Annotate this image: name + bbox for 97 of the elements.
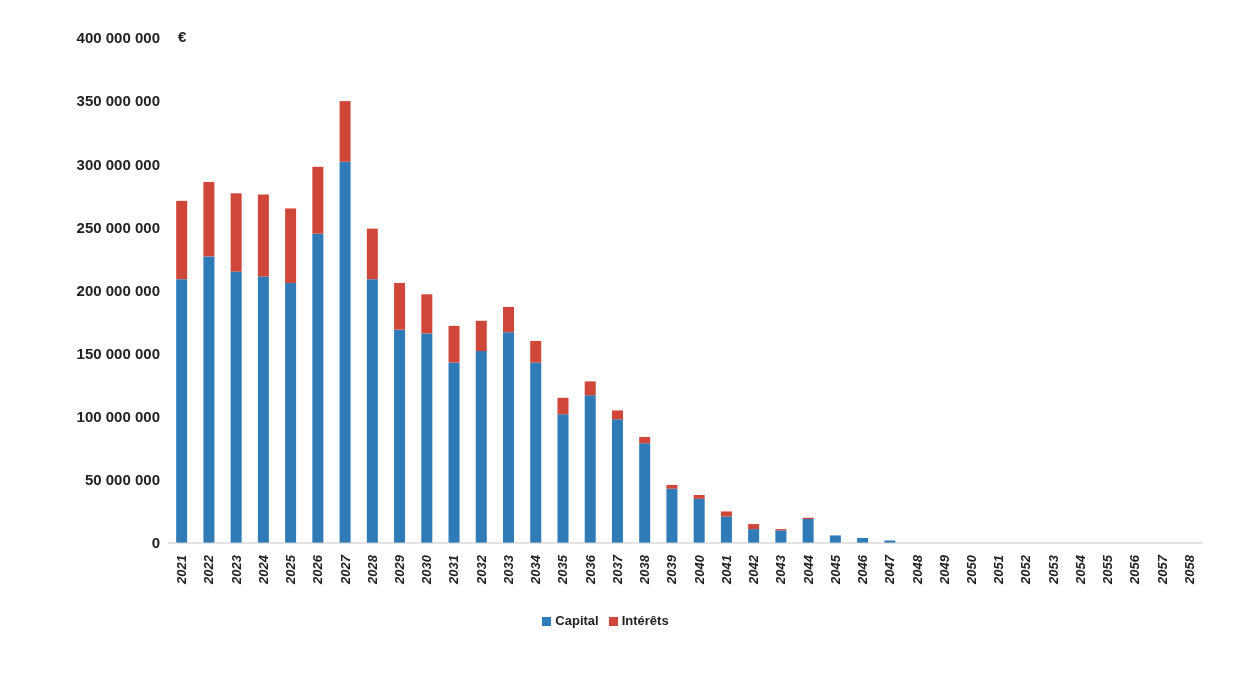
y-tick-label: 0 [151, 534, 160, 552]
bar [339, 161, 351, 543]
x-tick-label: 2040 [691, 554, 707, 585]
bar [475, 320, 487, 352]
x-tick-label: 2026 [310, 554, 326, 585]
bar [720, 511, 732, 517]
y-tick-label: 250 000 000 [76, 218, 160, 236]
x-tick-label: 2047 [882, 554, 898, 585]
bar [530, 362, 542, 543]
y-tick-label: 400 000 000 [76, 29, 160, 47]
y-tick-label: 100 000 000 [76, 408, 160, 426]
x-tick-label: 2030 [419, 554, 435, 585]
x-tick-label: 2055 [1100, 554, 1116, 585]
x-tick-label: 2033 [500, 554, 516, 585]
bar [448, 362, 460, 543]
bar [503, 332, 515, 543]
bar [203, 181, 215, 257]
bar [257, 276, 269, 543]
x-tick-label: 2037 [609, 554, 625, 585]
x-tick-label: 2052 [1018, 554, 1034, 585]
x-tick-label: 2034 [528, 554, 544, 585]
x-tick-label: 2042 [746, 554, 762, 585]
bar [775, 530, 787, 543]
bar [639, 443, 651, 543]
y-tick-label: 200 000 000 [76, 281, 160, 299]
x-tick-label: 2038 [637, 554, 653, 585]
bar [366, 228, 378, 280]
x-tick-label: 2031 [446, 555, 462, 585]
x-tick-label: 2048 [909, 554, 925, 585]
bar [176, 200, 188, 280]
bar [503, 306, 515, 333]
bar [720, 516, 732, 543]
x-tick-label: 2053 [1045, 554, 1061, 585]
bar [829, 535, 841, 543]
y-tick-label: 50 000 000 [84, 471, 160, 489]
y-tick-label: 150 000 000 [76, 344, 160, 362]
bar [693, 498, 705, 543]
bar [611, 410, 623, 420]
x-tick-label: 2029 [392, 554, 408, 585]
x-tick-label: 2041 [718, 555, 734, 585]
x-tick-label: 2024 [255, 554, 271, 585]
bar [448, 325, 460, 363]
x-tick-label: 2046 [855, 554, 871, 585]
bar [257, 194, 269, 277]
x-tick-label: 2058 [1181, 554, 1197, 585]
x-tick-label: 2050 [963, 554, 979, 585]
x-tick-label: 2049 [936, 554, 952, 585]
x-tick-label: 2022 [201, 554, 217, 585]
bar [230, 193, 242, 272]
x-tick-label: 2036 [582, 554, 598, 585]
bar [557, 397, 569, 415]
x-tick-label: 2032 [473, 554, 489, 585]
bar [611, 419, 623, 543]
x-tick-label: 2044 [800, 554, 816, 585]
bar [230, 271, 242, 543]
x-tick-label: 2039 [664, 554, 680, 585]
bar [203, 256, 215, 543]
x-tick-label: 2021 [174, 555, 190, 585]
x-tick-label: 2043 [773, 554, 789, 585]
x-tick-label: 2028 [364, 554, 380, 585]
bar [312, 233, 324, 543]
x-tick-label: 2045 [827, 554, 843, 585]
y-tick-label: 300 000 000 [76, 155, 160, 173]
bar [639, 436, 651, 444]
bar [557, 414, 569, 543]
bar [366, 279, 378, 543]
x-tick-label: 2051 [991, 555, 1007, 585]
bar [802, 519, 814, 543]
bar [666, 488, 678, 543]
legend-label: Capital [555, 613, 599, 628]
bar [285, 208, 297, 283]
x-tick-label: 2025 [283, 554, 299, 585]
bar [666, 484, 678, 489]
bar [748, 529, 760, 543]
x-tick-label: 2023 [228, 554, 244, 585]
bar [530, 341, 542, 363]
bar [394, 282, 406, 330]
bar [176, 279, 188, 543]
x-tick-label: 2057 [1154, 554, 1170, 585]
y-axis-title: € [178, 28, 187, 45]
x-tick-label: 2027 [337, 554, 353, 585]
bar [394, 329, 406, 543]
bar [693, 495, 705, 499]
bar [421, 294, 433, 334]
x-tick-label: 2054 [1072, 554, 1088, 585]
bar [285, 282, 297, 543]
bar [339, 101, 351, 162]
bar [584, 395, 596, 543]
bar [312, 166, 324, 234]
legend-label: Intérêts [621, 613, 669, 628]
bar [421, 333, 433, 543]
x-tick-label: 2035 [555, 554, 571, 585]
bar [584, 381, 596, 396]
bar [748, 524, 760, 530]
x-tick-label: 2056 [1127, 554, 1143, 585]
y-tick-label: 350 000 000 [76, 92, 160, 110]
bar [475, 351, 487, 543]
